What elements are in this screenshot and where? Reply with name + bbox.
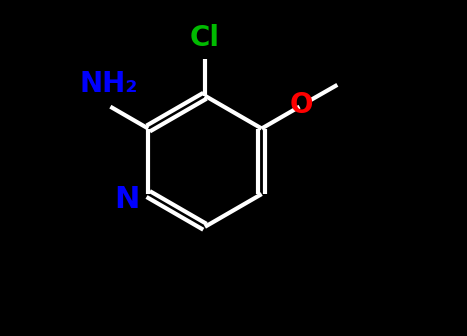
Text: N: N <box>114 184 140 214</box>
Text: NH₂: NH₂ <box>79 70 138 98</box>
Text: Cl: Cl <box>190 24 220 52</box>
Text: O: O <box>290 91 313 119</box>
